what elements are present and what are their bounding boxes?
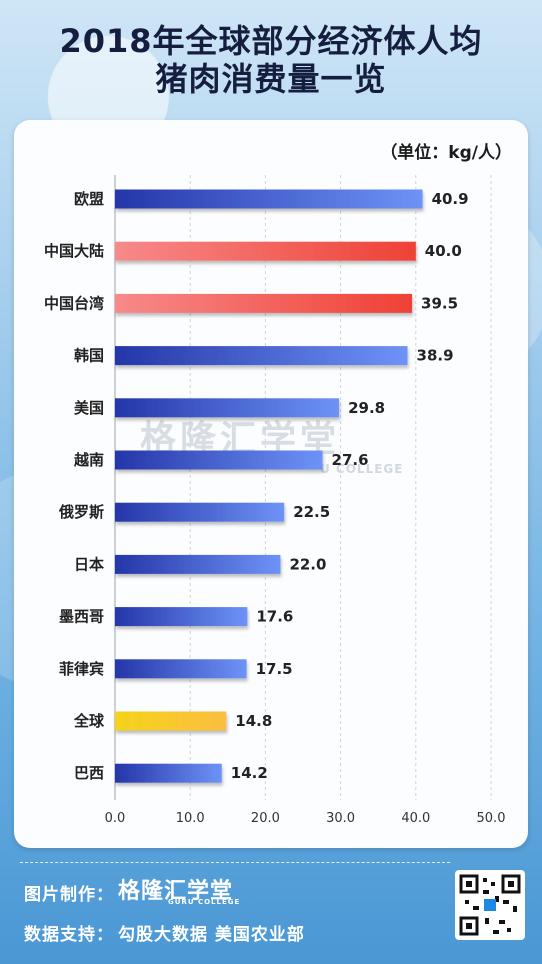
value-label: 22.5 [293, 503, 330, 521]
x-tick-label: 40.0 [401, 811, 430, 826]
bar [115, 450, 323, 470]
category-label: 日本 [74, 555, 104, 573]
bar [115, 607, 248, 627]
category-label: 墨西哥 [59, 608, 104, 626]
category-label: 巴西 [74, 764, 104, 782]
source-text: 勾股大数据 美国农业部 [118, 925, 305, 945]
made-by-label: 图片制作： [24, 885, 114, 905]
category-label: 欧盟 [74, 190, 104, 208]
category-label: 菲律宾 [59, 660, 104, 678]
category-label: 中国大陆 [44, 242, 104, 260]
value-label: 40.9 [432, 190, 469, 208]
value-label: 40.0 [425, 242, 462, 260]
category-label: 俄罗斯 [58, 503, 104, 521]
bar [115, 763, 222, 783]
footer-divider [20, 862, 450, 863]
title-line-2: 猪肉消费量一览 [155, 60, 387, 98]
qr-code-graphic [459, 874, 521, 936]
bar [115, 398, 340, 418]
value-label: 27.6 [332, 451, 369, 469]
x-tick-label: 30.0 [326, 811, 355, 826]
bar [115, 189, 423, 209]
source-label: 数据支持： [24, 925, 114, 945]
category-label: 中国台湾 [44, 294, 104, 312]
category-label: 韩国 [74, 347, 104, 365]
x-tick-label: 50.0 [477, 811, 506, 826]
x-tick-label: 20.0 [251, 811, 280, 826]
value-label: 17.6 [256, 608, 293, 626]
value-label: 29.8 [348, 399, 385, 417]
bar [115, 554, 281, 574]
bar [115, 293, 413, 313]
value-label: 17.5 [256, 660, 293, 678]
page-title: 2018年全球部分经济体人均 猪肉消费量一览 [0, 22, 542, 98]
brand-logo: 格隆汇学堂 [118, 879, 234, 904]
chart-card [14, 120, 528, 848]
value-label: 14.8 [235, 712, 272, 730]
value-label: 38.9 [417, 347, 454, 365]
bar [115, 711, 227, 731]
bar [115, 502, 285, 522]
value-label: 22.0 [289, 555, 326, 573]
x-tick-label: 0.0 [105, 811, 126, 826]
value-label: 39.5 [421, 294, 458, 312]
unit-label: （单位：kg/人） [380, 143, 512, 163]
qr-code [455, 870, 525, 940]
bar-chart: 欧盟 40.9 中国大陆 40.0 中国台湾 39.5 韩国 38.9 美国 29.8 越南 27.6… [44, 175, 506, 826]
title-line-1: 2018年全球部分经济体人均 [59, 22, 483, 60]
brand-logo-sub: GURU COLLEGE [168, 898, 241, 906]
bar [115, 659, 247, 679]
value-label: 14.2 [231, 764, 268, 782]
category-label: 越南 [73, 451, 104, 469]
x-tick-label: 10.0 [176, 811, 205, 826]
category-label: 美国 [74, 399, 104, 417]
bar [115, 241, 416, 261]
bar [115, 346, 408, 366]
category-label: 全球 [73, 712, 105, 730]
